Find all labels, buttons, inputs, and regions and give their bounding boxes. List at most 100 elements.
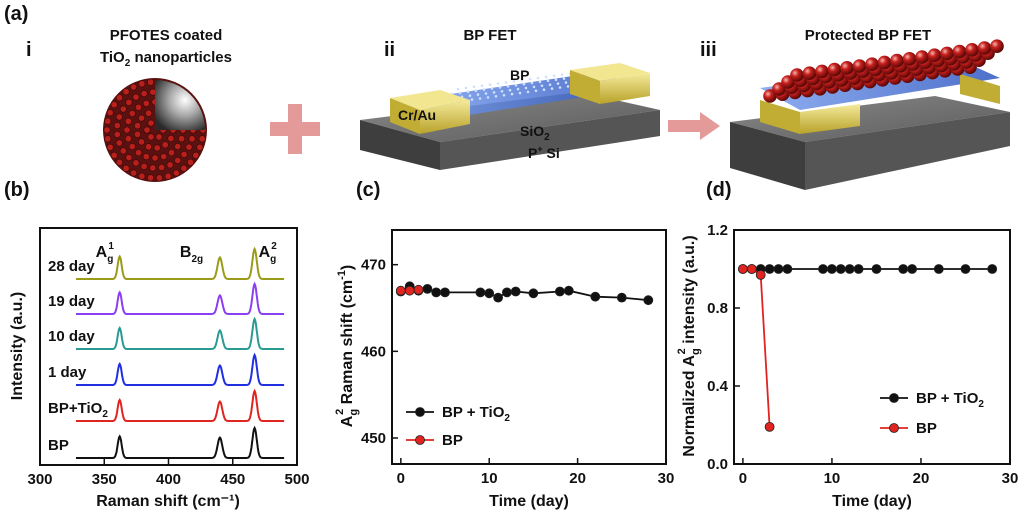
- panel-a-i-title-line1: PFOTES coated: [110, 27, 223, 44]
- data-point: [746, 264, 757, 274]
- raman-x-tick-label: 450: [220, 471, 245, 488]
- legend-marker: [415, 407, 425, 417]
- tio2-nanoparticle: [840, 61, 854, 75]
- legend-label: BP + TiO2: [442, 404, 510, 424]
- raman-peak-label: Ag 1: [96, 241, 115, 265]
- legend-marker: [415, 435, 425, 445]
- series-line: [742, 268, 771, 427]
- right-arrow-icon: [668, 112, 720, 140]
- coating-particle: [185, 143, 193, 151]
- d-ylabel-sub: g: [690, 348, 702, 355]
- bp-lattice-atom: [564, 81, 568, 84]
- coating-particle: [104, 135, 112, 143]
- coating-particle: [135, 103, 143, 111]
- raman-shift-vs-time-chart: 0 10 20 30 450 460 470 BP + TiO2 BP: [361, 229, 675, 487]
- bp-lattice-atom: [498, 86, 502, 89]
- electrode-label: Cr/Au: [398, 107, 436, 123]
- tio2-nanoparticle: [990, 39, 1004, 53]
- bp-lattice-atom: [550, 87, 554, 90]
- data-point: [484, 288, 495, 299]
- coating-particle: [145, 143, 153, 151]
- coating-particle: [160, 153, 168, 161]
- bp-lattice-atom: [474, 89, 478, 92]
- bp-lattice-atom: [560, 73, 564, 76]
- bp-lattice-atom: [472, 85, 476, 89]
- coating-particle: [130, 169, 138, 177]
- tio2-nanoparticle: [952, 44, 967, 59]
- bp-lattice-atom: [478, 97, 482, 100]
- tio2-nanoparticle: [790, 68, 804, 82]
- bp-layer-label: BP: [510, 67, 529, 83]
- coated-nanoparticle-illustration: [103, 78, 207, 182]
- y-tick-label: 460: [361, 343, 386, 360]
- coating-particle: [155, 133, 163, 141]
- raman-trace-label-text: 10 day: [48, 328, 95, 345]
- raman-trace-label: 19 day: [48, 293, 95, 310]
- bp-lattice-atom: [524, 86, 528, 90]
- legend-label: BP: [916, 420, 937, 437]
- data-point: [395, 285, 406, 296]
- title-line2-post: nanoparticles: [130, 49, 232, 66]
- coating-particle: [166, 161, 174, 169]
- coating-particle: [130, 83, 138, 91]
- coating-particle: [147, 78, 155, 86]
- psi-post: Si: [543, 145, 560, 161]
- y-tick-label: 1.2: [707, 222, 728, 239]
- bp-lattice-atom: [536, 76, 540, 80]
- raman-x-axis-title: Raman shift (cm⁻¹): [96, 493, 240, 510]
- raman-spectra-chart: 300 350 400 450 500 Ag 1 B2g Ag 2 28 day 19 day 10…: [27, 227, 310, 488]
- coating-particle: [110, 101, 118, 109]
- data-point: [563, 285, 574, 296]
- coating-particle: [132, 159, 140, 167]
- bp-lattice-atom: [476, 93, 480, 96]
- peak-label-main: A: [259, 244, 271, 261]
- data-point: [871, 264, 882, 274]
- raman-trace-label: BP+TiO2: [48, 400, 108, 420]
- data-point: [422, 283, 433, 294]
- bp-lattice-atom: [532, 85, 536, 89]
- bp-lattice-atom: [488, 83, 492, 86]
- bp-lattice-atom: [506, 85, 510, 88]
- bp-lattice-atom: [486, 96, 490, 99]
- peak-label-sub: g: [107, 254, 113, 265]
- coating-particle: [142, 153, 150, 161]
- raman-x-tick-label: 350: [92, 471, 117, 488]
- tio2-nanoparticle: [865, 57, 879, 71]
- x-tick-label: 30: [658, 470, 675, 487]
- raman-trace: [76, 425, 285, 459]
- data-point: [835, 264, 846, 274]
- y-tick-label: 0.0: [707, 456, 728, 473]
- bp-lattice-atom: [504, 81, 508, 84]
- panel-label-a: (a): [4, 3, 28, 25]
- bp-lattice-atom: [468, 94, 472, 97]
- coating-particle: [124, 117, 132, 125]
- coating-particle: [172, 169, 180, 177]
- panel-a-roman-i: i: [26, 39, 32, 61]
- raman-trace: [76, 388, 285, 422]
- panel-a-roman-ii: ii: [384, 39, 395, 61]
- bp-lattice-atom: [548, 83, 552, 86]
- data-point: [643, 295, 654, 306]
- bp-lattice-atom: [552, 74, 556, 78]
- title-line2-pre: TiO: [100, 49, 125, 66]
- data-point: [510, 286, 521, 297]
- coating-particle: [174, 143, 182, 151]
- coating-particle: [174, 157, 182, 165]
- coating-particle: [125, 154, 133, 162]
- data-point: [404, 285, 415, 296]
- raman-x-tick-label: 400: [156, 471, 181, 488]
- coating-particle: [161, 141, 169, 149]
- bp-lattice-atom: [458, 91, 462, 95]
- bp-lattice-atom: [554, 78, 558, 81]
- coating-particle: [134, 122, 142, 130]
- legend-label-sub: 2: [978, 399, 984, 410]
- c-ylabel-sup: 2: [334, 409, 346, 415]
- bp-lattice-atom: [534, 89, 538, 93]
- coating-particle: [153, 144, 161, 152]
- bp-lattice-atom: [512, 80, 516, 83]
- y-tick-label: 0.4: [707, 378, 729, 395]
- coating-particle: [143, 126, 151, 134]
- coating-particle: [180, 164, 188, 172]
- tio2-nanoparticle: [827, 62, 842, 77]
- coating-particle: [103, 126, 111, 134]
